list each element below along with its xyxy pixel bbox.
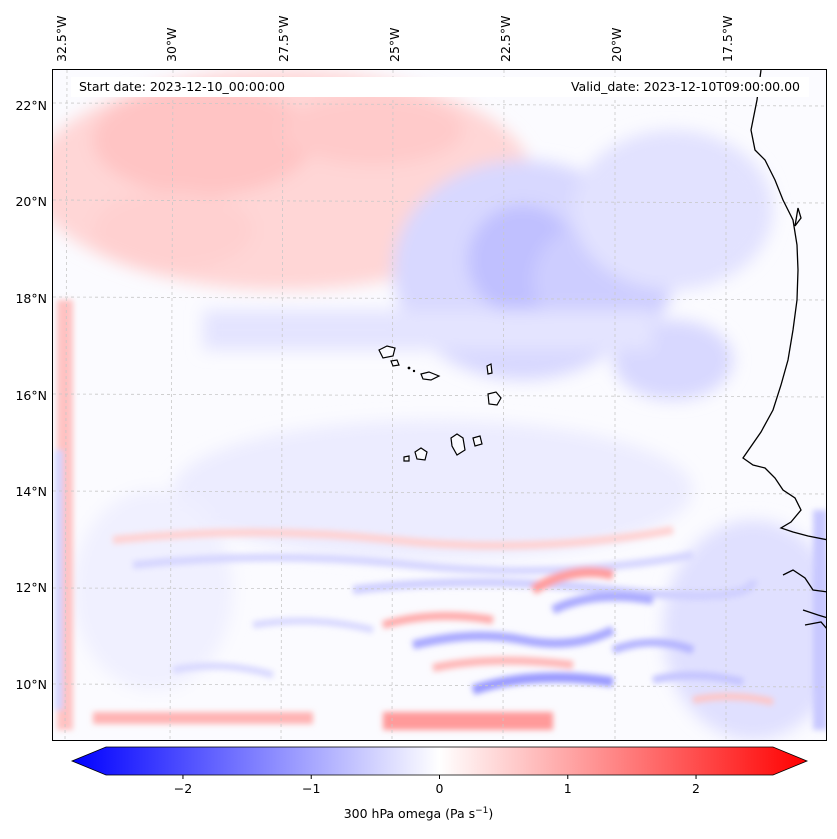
colorbar-tick-label: 1 (563, 781, 572, 796)
omega-wave-streaks (112, 526, 774, 706)
colorbar-tick-label: 2 (692, 781, 701, 796)
omega-boundary-strips (55, 300, 826, 730)
lat-label-16n: 16°N (15, 388, 47, 403)
lat-label-18n: 18°N (15, 291, 47, 306)
header-strip (71, 77, 809, 97)
colorbar-label: 300 hPa omega (Pa s−1) (343, 806, 494, 822)
lon-label-17-5w: 17.5°W (720, 15, 735, 62)
lon-label-22-5w: 22.5°W (498, 15, 513, 62)
valid-date-label: Valid_date: 2023-12-10T09:00:00.00 (570, 79, 800, 94)
lat-label-10n: 10°N (15, 677, 47, 692)
coastline (742, 70, 826, 629)
lon-label-32-5w: 32.5°W (54, 15, 69, 62)
cape-verde-islands (378, 345, 502, 462)
colorbar-tick-label: 0 (435, 781, 444, 796)
lon-label-20w: 20°W (609, 27, 624, 62)
omega-field (53, 70, 826, 740)
graticule (53, 70, 826, 740)
lat-label-14n: 14°N (15, 484, 47, 499)
start-date-label: Start date: 2023-12-10_00:00:00 (79, 79, 285, 94)
lat-label-20n: 20°N (15, 194, 47, 209)
colorbar-tick-label: −2 (173, 781, 193, 796)
map-panel: Start date: 2023-12-10_00:00:00 Valid_da… (52, 69, 827, 741)
lon-label-25w: 25°W (387, 27, 402, 62)
colorbar (70, 746, 809, 779)
colorbar-tick-marks (182, 775, 697, 779)
lon-label-27-5w: 27.5°W (276, 15, 291, 62)
lon-label-30w: 30°W (164, 27, 179, 62)
small-islets (407, 366, 416, 373)
colorbar-bar (70, 746, 809, 776)
lat-label-12n: 12°N (15, 580, 47, 595)
colorbar-tick-label: −1 (302, 781, 321, 796)
lat-label-22n: 22°N (15, 98, 47, 113)
